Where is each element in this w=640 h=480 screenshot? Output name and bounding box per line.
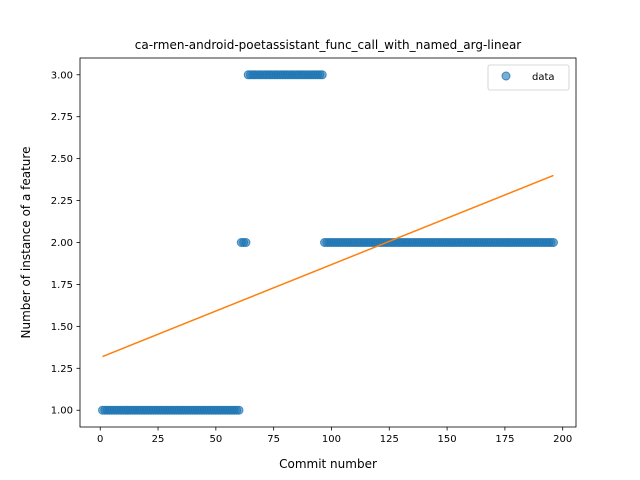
chart-title: ca-rmen-android-poetassistant_func_call_… bbox=[135, 38, 522, 52]
x-tick-label: 25 bbox=[152, 434, 165, 445]
x-tick-label: 0 bbox=[97, 434, 103, 445]
data-point bbox=[234, 405, 244, 415]
legend-marker-data bbox=[501, 71, 511, 81]
y-tick-label: 1.50 bbox=[51, 322, 73, 333]
y-tick-label: 1.75 bbox=[51, 280, 73, 291]
x-axis-label: Commit number bbox=[279, 457, 377, 471]
x-tick-label: 75 bbox=[267, 434, 280, 445]
y-tick-label: 1.00 bbox=[51, 406, 73, 417]
y-tick-label: 2.00 bbox=[51, 238, 73, 249]
x-tick-label: 175 bbox=[495, 434, 514, 445]
y-axis-label: Number of instance of a feature bbox=[19, 147, 33, 339]
trend-line bbox=[102, 174, 554, 358]
y-tick-label: 2.50 bbox=[51, 154, 73, 165]
x-tick-label: 200 bbox=[553, 434, 572, 445]
y-tick-label: 2.25 bbox=[51, 196, 73, 207]
y-tick-label: 2.75 bbox=[51, 112, 73, 123]
legend-label-data: data bbox=[532, 72, 555, 83]
x-tick-label: 50 bbox=[209, 434, 222, 445]
axis-ticks: 0 25 50 75 100 125 150 175 200 1.00 1.25 1.50 1.75 2.… bbox=[51, 70, 573, 445]
x-tick-label: 100 bbox=[322, 434, 341, 445]
plot-marks bbox=[98, 70, 558, 415]
y-tick-label: 1.25 bbox=[51, 364, 73, 375]
data-point bbox=[241, 238, 251, 247]
x-tick-label: 125 bbox=[380, 434, 399, 445]
legend: data bbox=[487, 64, 570, 91]
y-tick-label: 3.00 bbox=[51, 70, 73, 81]
data-point bbox=[548, 238, 558, 247]
data-point bbox=[317, 70, 327, 80]
x-tick-label: 150 bbox=[438, 434, 457, 445]
legend-box bbox=[487, 64, 570, 91]
